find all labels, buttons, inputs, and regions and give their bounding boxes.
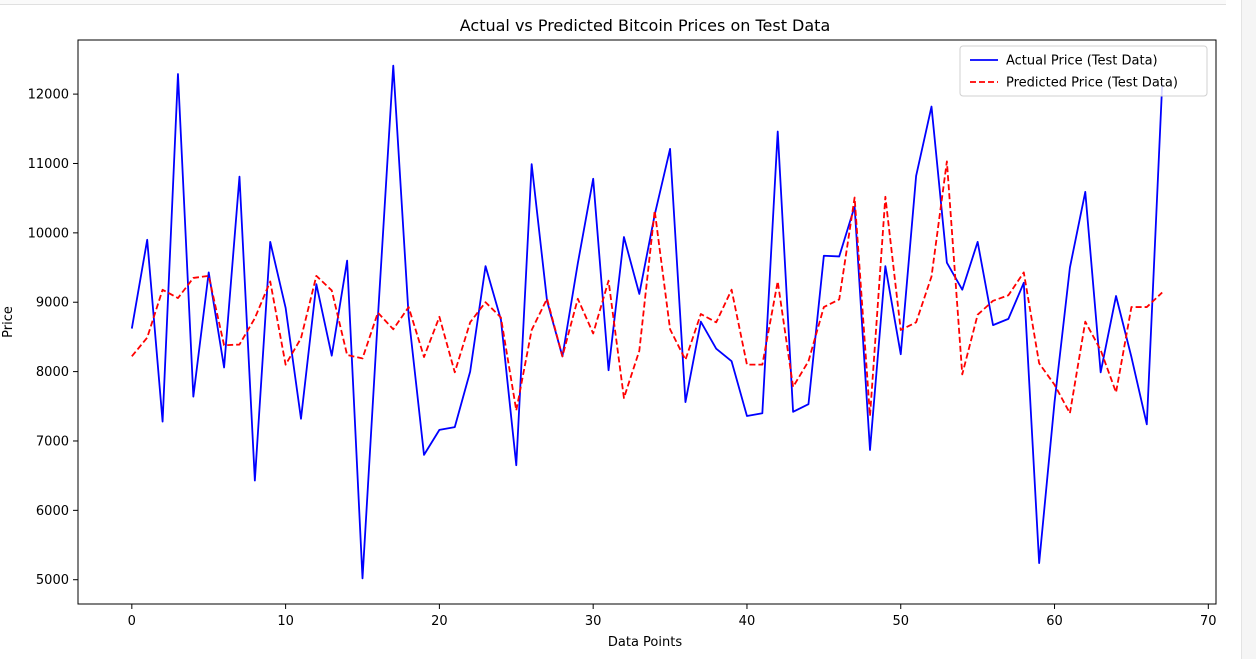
y-tick-label: 6000	[36, 504, 69, 519]
scrollbar-track[interactable]	[1241, 0, 1256, 659]
axes: 0 10 20 30 40 50 60 70 5000 6000 7000 8000 9000 10000…	[28, 39, 1217, 629]
notebook-cell-top-border	[0, 0, 1226, 5]
y-axis-label: Price	[1, 306, 16, 338]
x-tick-label: 0	[128, 614, 136, 629]
x-tick-label: 50	[892, 614, 909, 629]
y-tick-label: 12000	[28, 88, 69, 103]
legend-box	[959, 45, 1208, 97]
x-tick-label: 10	[277, 614, 294, 629]
x-tick-label: 30	[585, 614, 602, 629]
series-line-actual	[130, 64, 1164, 580]
y-tick-label: 10000	[28, 226, 69, 241]
y-tick-label: 7000	[36, 434, 69, 449]
x-tick-label: 20	[431, 614, 448, 629]
y-tick-label: 9000	[36, 296, 69, 311]
axes-frame	[77, 39, 1217, 605]
x-axis-label: Data Points	[608, 635, 682, 650]
y-tick-label: 8000	[36, 365, 69, 380]
x-tick-label: 40	[739, 614, 756, 629]
y-tick-label: 11000	[28, 157, 69, 172]
series-line-predicted	[131, 160, 1163, 417]
chart-title: Actual vs Predicted Bitcoin Prices on Te…	[460, 16, 831, 35]
legend: Actual Price (Test Data) Predicted Price …	[959, 45, 1208, 97]
plot-area	[130, 64, 1164, 580]
legend-label: Predicted Price (Test Data)	[1006, 76, 1178, 91]
x-tick-label: 60	[1046, 614, 1063, 629]
x-tick-label: 70	[1200, 614, 1217, 629]
y-tick-label: 5000	[36, 573, 69, 588]
legend-label: Actual Price (Test Data)	[1006, 54, 1158, 69]
